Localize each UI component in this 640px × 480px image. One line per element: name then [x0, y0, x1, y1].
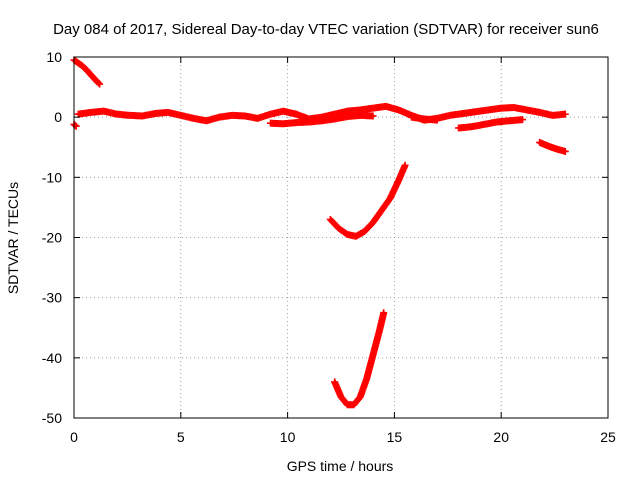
y-tick-label: -20 [42, 230, 62, 246]
x-tick-label: 15 [387, 429, 403, 445]
data-point [561, 110, 569, 118]
y-axis-label: SDTVAR / TECUs [5, 182, 21, 294]
data-series [454, 116, 527, 132]
y-tick-label: -50 [42, 410, 62, 426]
y-tick-label: 0 [54, 109, 62, 125]
y-tick-label: -30 [42, 290, 62, 306]
data-series [331, 309, 388, 409]
chart-title: Day 084 of 2017, Sidereal Day-to-day VTE… [53, 21, 599, 38]
x-tick-label: 5 [177, 429, 185, 445]
y-tick-label: -10 [42, 169, 62, 185]
data-series [70, 120, 80, 130]
data-series [407, 113, 441, 124]
data-series [70, 56, 104, 88]
data-series [536, 138, 569, 155]
y-tick-label: 10 [46, 49, 62, 65]
data-series [267, 111, 377, 128]
data-point [380, 309, 388, 317]
data-point [96, 80, 104, 88]
data-series [326, 161, 409, 240]
data-point [369, 112, 377, 120]
x-tick-label: 10 [280, 429, 296, 445]
x-tick-label: 20 [493, 429, 509, 445]
y-tick-label: -40 [42, 350, 62, 366]
x-axis-label: GPS time / hours [287, 458, 394, 474]
data-point [71, 121, 79, 129]
data-point [561, 147, 569, 155]
data-marks [70, 56, 569, 409]
x-tick-label: 0 [70, 429, 78, 445]
data-point [519, 116, 527, 124]
data-point [401, 161, 409, 169]
x-tick-label: 25 [600, 429, 616, 445]
axis-ticks: 0 5 10 15 20 25 10 0 -10 -20 -30 -40 -50 [42, 49, 616, 445]
data-point [95, 79, 103, 87]
data-point [433, 116, 441, 124]
